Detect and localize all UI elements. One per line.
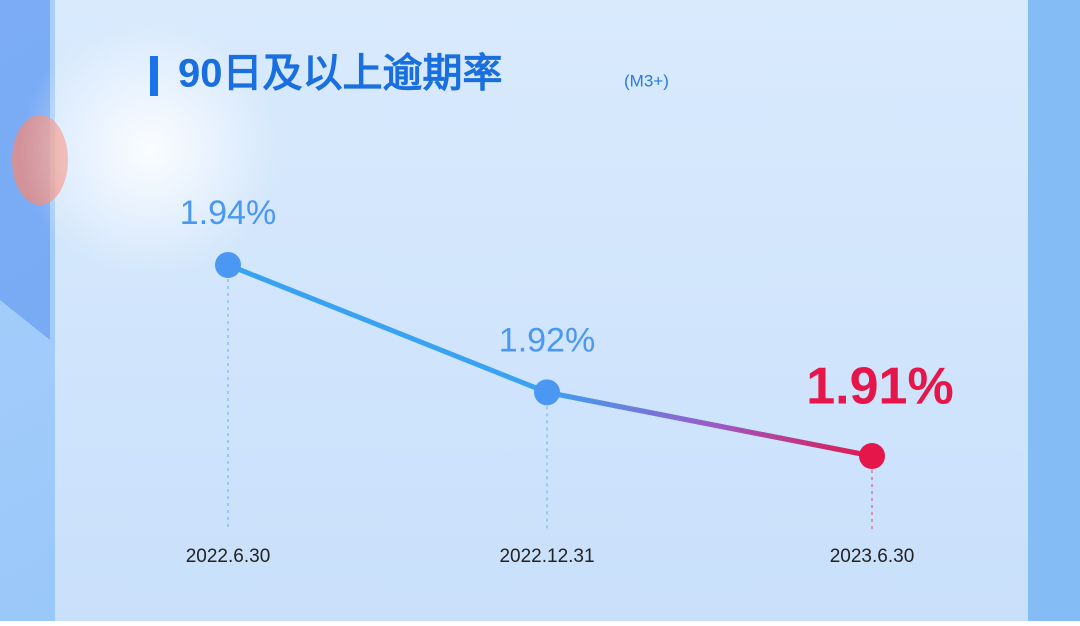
decoration [20,20,280,280]
x-tick-label: 2022.12.31 [499,546,594,567]
point [859,443,885,469]
line-segment-overlay [546,389,873,459]
value-label: 1.92% [499,321,595,359]
side-strip [1028,0,1080,621]
x-tick-label: 2023.6.30 [830,546,915,567]
chart-title: 90日及以上逾期率 [178,52,503,96]
point [215,252,241,278]
value-label: 1.91% [806,358,953,416]
x-tick-label: 2022.6.30 [186,546,271,567]
title-bar [150,56,158,96]
chart-subtitle: (M3+) [624,71,669,90]
value-label: 1.94% [180,194,276,232]
point [534,379,560,406]
